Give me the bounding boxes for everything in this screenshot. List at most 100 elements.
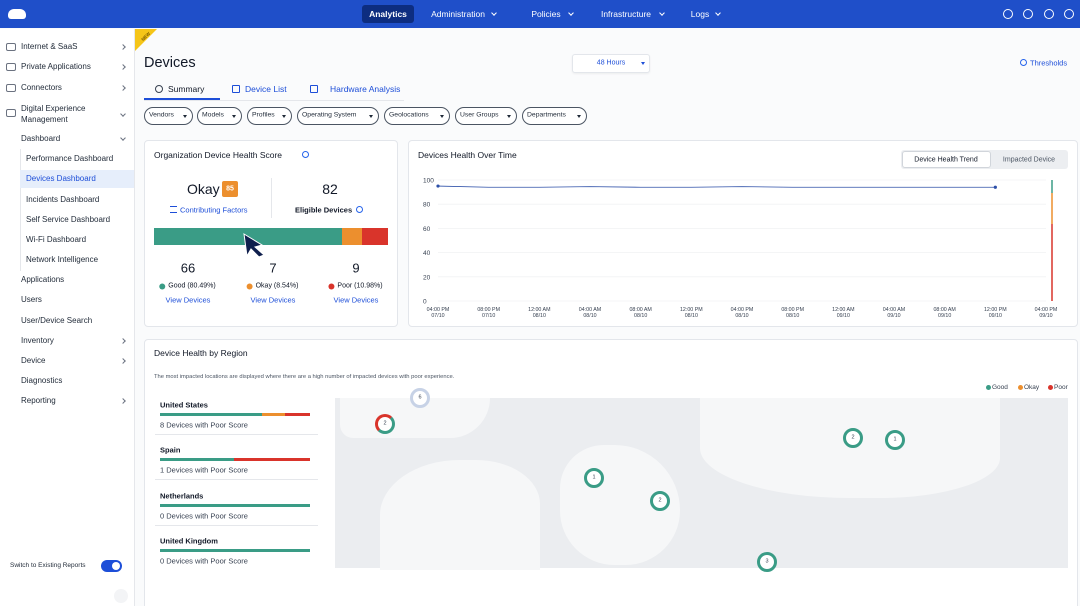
tab[interactable]: Summary <box>168 83 205 94</box>
sidebar-item[interactable]: Users <box>21 295 42 305</box>
filter-label: User Groups <box>460 111 499 119</box>
trend-card <box>408 140 1078 327</box>
switch-label: Switch to Existing Reports <box>10 561 86 569</box>
sidebar-item[interactable]: User/Device Search <box>21 315 93 325</box>
nav-item[interactable]: Policies <box>531 8 561 19</box>
tab[interactable]: Hardware Analysis <box>330 83 401 94</box>
map-cluster[interactable] <box>757 552 777 572</box>
top-icon[interactable] <box>1064 9 1074 19</box>
filter-pill[interactable] <box>297 107 379 125</box>
sidebar-icon <box>6 63 16 71</box>
trend-line <box>437 185 996 188</box>
x-tick-label: 08/10 <box>685 313 698 319</box>
filter-pill[interactable] <box>197 107 242 125</box>
collapse-button[interactable] <box>114 589 128 603</box>
sidebar-item[interactable]: Performance Dashboard <box>26 154 114 164</box>
nav-item[interactable]: Logs <box>690 8 710 19</box>
filter-pill[interactable] <box>247 107 292 125</box>
view-devices-link[interactable]: View Devices <box>165 295 211 305</box>
top-icon[interactable] <box>1044 9 1054 19</box>
sidebar-item[interactable]: Device <box>21 355 46 365</box>
top-icon[interactable] <box>1023 9 1033 19</box>
sidebar-item[interactable]: Diagnostics <box>21 376 63 386</box>
region-detail: 8 Devices with Poor Score <box>160 420 248 430</box>
sidebar-item[interactable]: Dashboard <box>21 134 61 143</box>
sidebar-item[interactable]: Incidents Dashboard <box>26 194 100 204</box>
map-cluster[interactable] <box>584 468 604 488</box>
map-cluster[interactable] <box>375 414 395 434</box>
x-tick-label: 09/10 <box>989 313 1002 319</box>
toggle-active[interactable] <box>902 151 991 168</box>
top-icon[interactable] <box>1003 9 1013 19</box>
y-tick-label: 80 <box>423 202 431 209</box>
score-divider <box>271 178 272 218</box>
toggle[interactable]: Impacted Device <box>1002 156 1056 164</box>
x-tick-label: 08:00 AM <box>629 307 651 313</box>
region-detail: 0 Devices with Poor Score <box>160 556 248 566</box>
map-cluster[interactable] <box>410 388 430 408</box>
sidebar-tree-line <box>20 149 21 271</box>
legend-dot <box>1048 385 1053 390</box>
x-tick-label: 12:00 AM <box>832 307 854 313</box>
sidebar-item[interactable]: Connectors <box>21 83 62 92</box>
trend-point <box>993 185 997 189</box>
filter-label: Operating System <box>302 111 357 119</box>
x-tick-label: 04:00 PM <box>1035 307 1058 313</box>
map-cluster[interactable] <box>650 491 670 511</box>
x-tick-label: 08/10 <box>786 313 799 319</box>
x-tick-label: 12:00 AM <box>528 307 550 313</box>
contributing-factors-link[interactable]: Contributing Factors <box>180 205 248 215</box>
sidebar-item[interactable]: Reporting <box>21 396 56 406</box>
filter-caret <box>369 115 373 118</box>
sidebar-item[interactable]: Network Intelligence <box>26 255 99 265</box>
cluster-label: 2 <box>851 434 855 441</box>
trend-point <box>436 184 440 188</box>
nav-item[interactable]: Administration <box>431 8 485 19</box>
filter-pill[interactable] <box>455 107 517 125</box>
x-tick-label: 08/10 <box>533 313 546 319</box>
nav-item[interactable]: Infrastructure <box>600 8 652 19</box>
cluster-label: 3 <box>765 558 769 565</box>
health-bar-segment <box>362 228 388 245</box>
region-note: The most impacted locations are displaye… <box>154 374 455 381</box>
filter-pill[interactable] <box>144 107 193 125</box>
sidebar-item[interactable]: Internet & SaaS <box>21 42 78 51</box>
x-tick-label: 08:00 PM <box>477 307 500 313</box>
score-value: 85 <box>226 185 234 193</box>
tab-underline <box>144 98 220 100</box>
toggle[interactable]: Device Health Trend <box>914 156 978 164</box>
sidebar-item[interactable]: Applications <box>21 275 65 285</box>
select-caret <box>641 62 645 65</box>
region-bar-segment <box>160 458 234 462</box>
map-cluster[interactable] <box>843 428 863 448</box>
y-tick-label: 60 <box>423 226 431 233</box>
view-devices-link[interactable]: View Devices <box>333 295 379 305</box>
sidebar-item[interactable]: Inventory <box>21 335 54 345</box>
view-devices-link[interactable]: View Devices <box>250 295 296 305</box>
region-name: United States <box>160 400 208 410</box>
sidebar-item[interactable]: Devices Dashboard <box>26 174 96 184</box>
sidebar-item[interactable]: Self Service Dashboard <box>26 214 111 224</box>
filter-pill[interactable] <box>522 107 587 125</box>
tab-icon <box>155 85 163 93</box>
legend-dot <box>159 283 166 289</box>
sidebar <box>0 29 135 606</box>
thresholds-link[interactable]: Thresholds <box>1030 58 1068 68</box>
time-select[interactable] <box>572 54 650 73</box>
logo <box>8 9 26 19</box>
sidebar-item[interactable]: Wi-Fi Dashboard <box>26 234 87 244</box>
time-select-value: 48 Hours <box>596 59 626 67</box>
sidebar-item[interactable]: Private Applications <box>21 62 91 71</box>
filter-pill[interactable] <box>384 107 450 125</box>
nav-item[interactable]: Analytics <box>369 8 407 19</box>
tab[interactable]: Device List <box>245 83 287 94</box>
map-cluster[interactable] <box>885 430 905 450</box>
filter-caret <box>440 115 444 118</box>
x-tick-label: 12:00 PM <box>680 307 703 313</box>
sidebar-selected <box>20 170 134 189</box>
cluster-label: 2 <box>658 497 662 504</box>
x-tick-label: 09/10 <box>837 313 850 319</box>
filter-caret <box>232 115 236 118</box>
sidebar-section[interactable]: Digital Experience Management <box>21 104 86 124</box>
